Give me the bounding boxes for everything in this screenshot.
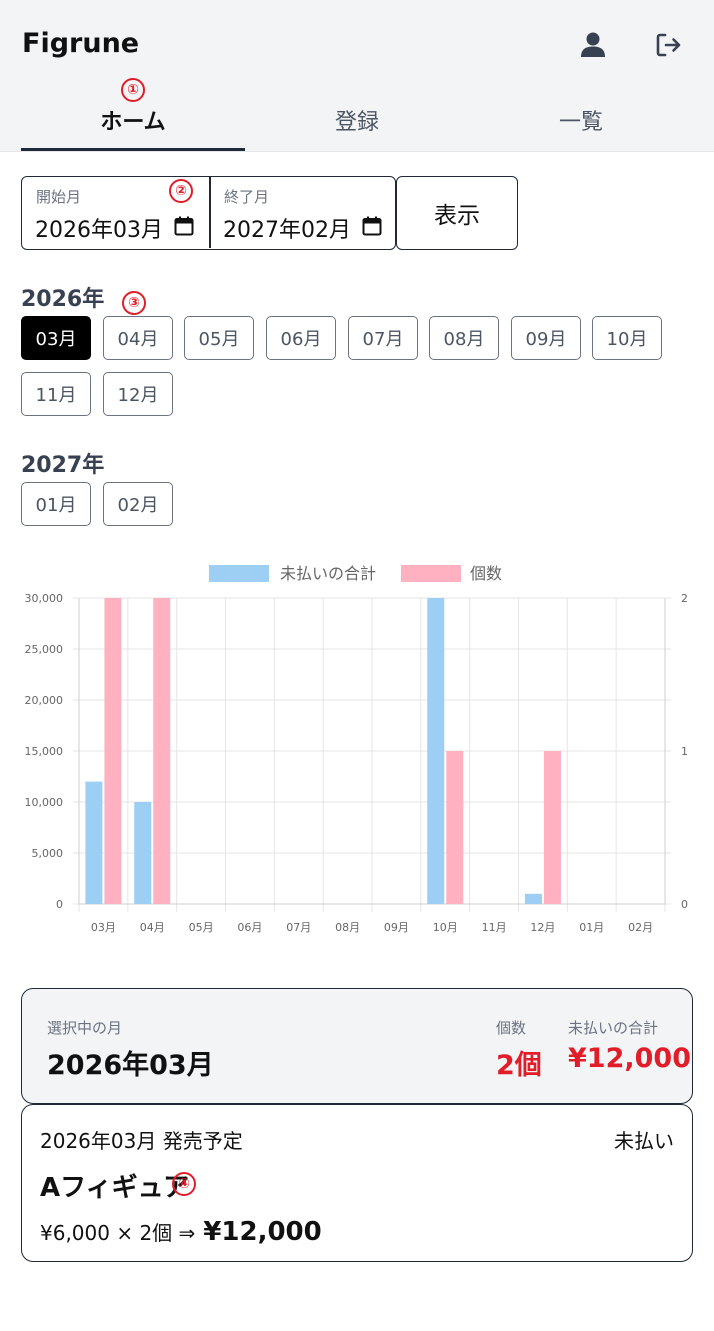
year-label-2027: 2027年 <box>21 453 105 478</box>
x-tick-label: 02月 <box>628 921 653 934</box>
summary-total-value: ¥12,000 <box>568 1043 691 1074</box>
end-month-value[interactable]: 2027年02月 <box>223 218 351 243</box>
summary-count-label: 個数 <box>496 1019 527 1037</box>
x-tick-label: 06月 <box>237 921 262 934</box>
end-month-label: 終了月 <box>224 188 270 206</box>
month-button-2026-03[interactable]: 03月 <box>21 316 91 360</box>
active-tab-indicator <box>21 148 245 151</box>
calendar-icon[interactable] <box>361 215 383 237</box>
summary-total-label: 未払いの合計 <box>568 1019 659 1037</box>
annotation-marker-3: ③ <box>122 291 146 315</box>
bar-unpaid-total <box>524 893 542 904</box>
tab-home[interactable]: ホーム <box>100 110 166 135</box>
y-left-tick-label: 25,000 <box>25 643 64 656</box>
bar-unpaid-total <box>427 598 445 904</box>
x-tick-label: 03月 <box>91 921 116 934</box>
month-button-2026-08[interactable]: 08月 <box>429 316 499 360</box>
month-button-2026-06[interactable]: 06月 <box>266 316 336 360</box>
annotation-marker-4: ④ <box>172 1172 196 1196</box>
month-button-2026-10[interactable]: 10月 <box>592 316 662 360</box>
annotation-marker-1: ① <box>121 78 145 102</box>
item-card[interactable]: 2026年03月 発売予定 未払い Aフィギュア ¥6,000 × 2個 ⇒ ¥1… <box>21 1104 693 1262</box>
legend-label: 個数 <box>470 564 502 583</box>
start-month-value[interactable]: 2026年03月 <box>35 218 163 243</box>
bar-count <box>104 598 122 904</box>
x-tick-label: 12月 <box>530 921 555 934</box>
app-header: Figrune ホーム 登録 一覧 ① <box>0 0 714 152</box>
y-left-tick-label: 5,000 <box>32 847 64 860</box>
y-left-tick-label: 20,000 <box>25 694 64 707</box>
summary-month-value: 2026年03月 <box>47 1050 214 1081</box>
bar-count <box>153 598 171 904</box>
app-title: Figrune <box>22 28 140 59</box>
range-divider <box>209 177 211 248</box>
logout-icon[interactable] <box>654 30 684 60</box>
monthly-chart: 0 5,000 10,000 15,000 20,000 25,000 30,000 0 1 2 0… <box>25 564 689 934</box>
item-price-total: ¥12,000 <box>203 1217 322 1247</box>
x-tick-label: 01月 <box>579 921 604 934</box>
bar-count <box>446 751 464 904</box>
month-button-2027-01[interactable]: 01月 <box>21 482 91 526</box>
y-left-tick-label: 10,000 <box>25 796 64 809</box>
month-button-2026-09[interactable]: 09月 <box>511 316 581 360</box>
y-left-tick-label: 15,000 <box>25 745 64 758</box>
x-tick-label: 07月 <box>286 921 311 934</box>
item-name[interactable]: Aフィギュア <box>40 1173 190 1203</box>
calendar-icon[interactable] <box>173 215 195 237</box>
bar-count <box>543 751 561 904</box>
summary-month-label: 選択中の月 <box>47 1019 123 1037</box>
tab-register[interactable]: 登録 <box>334 110 379 135</box>
y-left-tick-label: 0 <box>56 898 63 911</box>
start-month-label: 開始月 <box>36 188 82 206</box>
x-tick-label: 10月 <box>433 921 458 934</box>
x-tick-label: 11月 <box>482 921 507 934</box>
tab-list[interactable]: 一覧 <box>558 110 603 135</box>
month-button-2026-07[interactable]: 07月 <box>348 316 418 360</box>
month-button-2026-11[interactable]: 11月 <box>21 372 91 416</box>
x-tick-label: 09月 <box>384 921 409 934</box>
y-right-tick-label: 2 <box>681 592 688 605</box>
x-tick-label: 08月 <box>335 921 360 934</box>
end-month-field[interactable]: 終了月 2027年02月 <box>210 177 396 248</box>
start-month-field[interactable]: 開始月 2026年03月 <box>22 177 208 248</box>
month-button-2026-04[interactable]: 04月 <box>103 316 173 360</box>
month-button-2027-02[interactable]: 02月 <box>103 482 173 526</box>
year-label-2026: 2026年 <box>21 287 105 312</box>
y-right-tick-label: 1 <box>681 745 688 758</box>
date-range-picker: 開始月 2026年03月 終了月 2027年02月 <box>21 176 396 250</box>
y-right-tick-label: 0 <box>681 898 688 911</box>
item-price-calc: ¥6,000 × 2個 ⇒ ¥12,000 <box>40 1217 322 1247</box>
summary-count-value: 2個 <box>496 1050 542 1081</box>
annotation-marker-2: ② <box>169 179 193 203</box>
item-price-formula: ¥6,000 × 2個 ⇒ <box>40 1221 196 1245</box>
legend-swatch <box>401 565 461 582</box>
show-button[interactable]: 表示 <box>396 176 518 250</box>
bar-unpaid-total <box>134 802 152 904</box>
item-payment-status: 未払い <box>614 1129 674 1153</box>
x-tick-label: 04月 <box>140 921 165 934</box>
selected-month-summary: 選択中の月 2026年03月 個数 2個 未払いの合計 ¥12,000 <box>21 988 693 1104</box>
item-release-date: 2026年03月 発売予定 <box>40 1129 243 1153</box>
x-tick-label: 05月 <box>189 921 214 934</box>
user-icon[interactable] <box>578 30 608 60</box>
month-button-2026-05[interactable]: 05月 <box>184 316 254 360</box>
legend-swatch <box>209 565 269 582</box>
legend-label: 未払いの合計 <box>280 564 376 583</box>
bar-unpaid-total <box>85 781 103 904</box>
y-left-tick-label: 30,000 <box>25 592 64 605</box>
month-button-2026-12[interactable]: 12月 <box>103 372 173 416</box>
